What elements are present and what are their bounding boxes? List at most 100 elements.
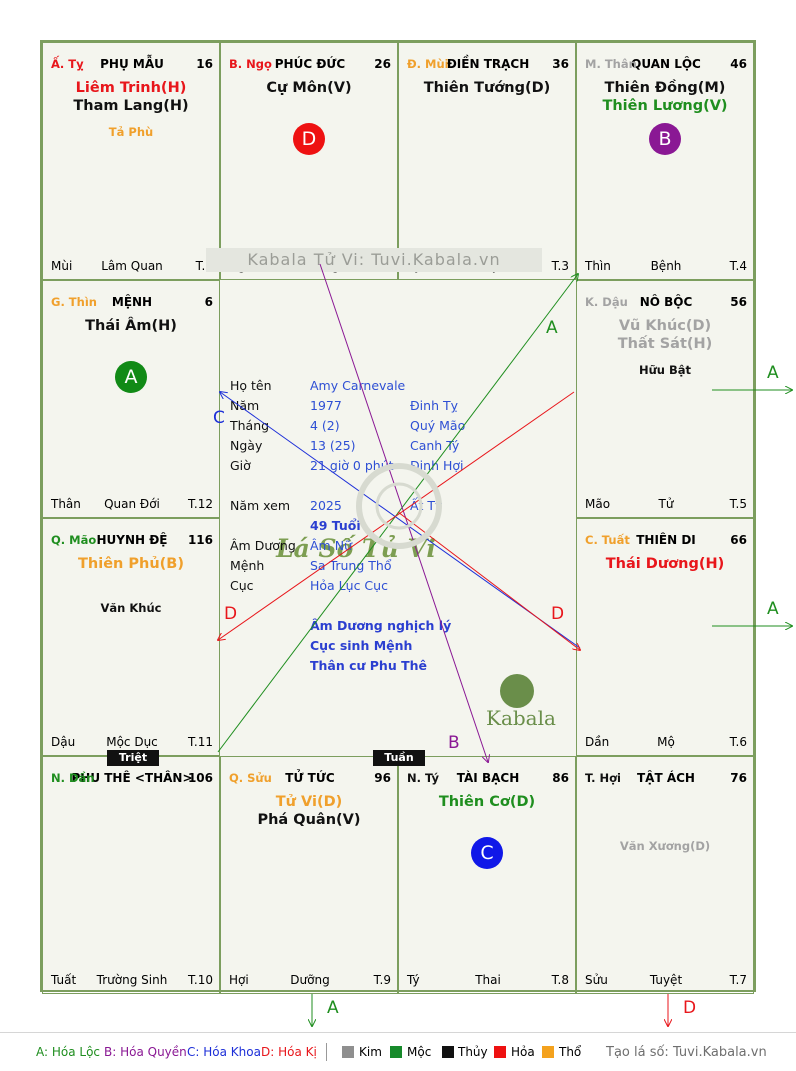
palace-footer: Tý Thai T.8 (407, 973, 569, 987)
footer-stage: Dưỡng (290, 973, 330, 987)
palace-header: TÀI BẠCH N. Tý 86 (407, 771, 569, 787)
main-stars: Thiên Tướng(D) (399, 79, 575, 97)
footer-stage: Quan Đới (104, 497, 160, 511)
value-nam-xem: 2025 (310, 498, 342, 513)
transform-badge: A (115, 361, 147, 393)
footer-branch: Tý (407, 973, 420, 987)
note-2: Cục sinh Mệnh (310, 638, 413, 653)
label-am-duong: Âm Dương (230, 538, 296, 553)
label-menh: Mệnh (230, 558, 265, 573)
palace-can-chi: M. Thân (585, 57, 637, 71)
arrow-b-main (319, 263, 488, 762)
palace-header: HUYNH ĐỆ Q. Mão 116 (51, 533, 213, 549)
palace-cell: QUAN LỘC M. Thân 46 Thiên Đồng(M) Thiên Lươn… (576, 42, 754, 280)
palace-header: QUAN LỘC M. Thân 46 (585, 57, 747, 73)
horoscope-chart: PHỤ MẪU Ấ. Tỵ 16 Liêm Trinh(H) Tham Lang(H) T… (40, 40, 756, 994)
kabala-tree-icon (500, 674, 534, 708)
minor-star: Tả Phù (108, 125, 154, 139)
watermark: Kabala Tử Vi: Tuvi.Kabala.vn (206, 248, 542, 272)
ann-a-4: A (327, 998, 339, 1018)
footer-branch: Dậu (51, 735, 76, 749)
swatch-moc (390, 1046, 402, 1058)
label-thang: Tháng (230, 418, 270, 433)
palace-header: NÔ BỘC K. Dậu 56 (585, 295, 747, 311)
main-stars: Cự Môn(V) (221, 79, 397, 97)
minor-star: Văn Khúc (100, 601, 162, 615)
footer-stage: Tuyệt (649, 973, 683, 987)
palace-can-chi: B. Ngọ (229, 57, 272, 71)
note-3: Thân cư Phu Thê (310, 658, 427, 673)
palace-name: TÀI BẠCH (456, 771, 520, 785)
palace-number: 116 (187, 533, 213, 547)
main-stars: Thái Dương(H) (577, 555, 753, 573)
legend-c: C: Hóa Khoa (187, 1045, 261, 1059)
legend-divider (326, 1043, 327, 1061)
palace-number: 26 (374, 57, 391, 71)
legend-a: A: Hóa Lộc (36, 1045, 101, 1059)
footer-cycle: T.9 (373, 973, 391, 987)
palace-number: 46 (730, 57, 747, 71)
main-star: Thiên Phủ(B) (78, 556, 184, 572)
value-cuc: Hỏa Lục Cục (310, 578, 388, 593)
palace-header: PHU THÊ <THÂN> N. Dần 106 (51, 771, 213, 787)
value-thang: 4 (2) (310, 418, 340, 433)
swatch-tho (542, 1046, 554, 1058)
chart-title: Lá Số Tử Vi (276, 534, 436, 563)
palace-header: PHỤ MẪU Ấ. Tỵ 16 (51, 57, 213, 73)
palace-cell: THIÊN DI C. Tuất 66 Thái Dương(H) Dần Mộ T.6 (576, 518, 754, 756)
palace-name: NÔ BỘC (639, 295, 693, 309)
palace-can-chi: N. Tý (407, 771, 439, 785)
palace-number: 106 (187, 771, 213, 785)
swatch-thuy (442, 1046, 454, 1058)
footer-branch: Sửu (585, 973, 608, 987)
palace-cell: TÀI BẠCH N. Tý 86 Thiên Cơ(D) C Tý Thai T.8 (398, 756, 576, 994)
palace-number: 36 (552, 57, 569, 71)
main-stars: Thiên Đồng(M) Thiên Lương(V) (577, 79, 753, 115)
value-nam-canchi: Đinh Tỵ (410, 398, 459, 413)
palace-can-chi: Ấ. Tỵ (51, 57, 84, 71)
main-stars: Thái Âm(H) (43, 317, 219, 335)
palace-footer: Thân Quan Đới T.12 (51, 497, 213, 511)
palace-number: 6 (204, 295, 213, 309)
footer-cycle: T.5 (729, 497, 747, 511)
footer-branch: Hợi (229, 973, 249, 987)
value-gio-canchi: Đinh Hợi (410, 458, 464, 473)
palace-number: 56 (730, 295, 747, 309)
main-star: Tử Vi(D) (275, 794, 343, 810)
main-star: Liêm Trinh(H) (75, 80, 187, 96)
main-star: Thái Dương(H) (605, 556, 725, 572)
palace-footer: Dần Mộ T.6 (585, 735, 747, 749)
footer-cycle: T.7 (729, 973, 747, 987)
minor-star: Văn Xương(D) (619, 839, 711, 853)
main-stars: Tử Vi(D) Phá Quân(V) (221, 793, 397, 829)
label-ho-ten: Họ tên (230, 378, 272, 393)
palace-number: 76 (730, 771, 747, 785)
palace-can-chi: G. Thìn (51, 295, 97, 309)
legend-bar: A: Hóa Lộc B: Hóa Quyền C: Hóa Khoa D: H… (0, 1032, 796, 1071)
legend-d: D: Hóa Kị (261, 1045, 317, 1059)
value-gio: 21 giờ 0 phút (310, 458, 394, 473)
palace-name: PHU THÊ <THÂN> (71, 771, 193, 785)
palace-can-chi: T. Hợi (585, 771, 621, 785)
arrow-a-main (217, 274, 578, 753)
main-star: Thiên Lương(V) (602, 98, 728, 114)
palace-footer: Thìn Bệnh T.4 (585, 259, 747, 273)
label-ngay: Ngày (230, 438, 263, 453)
legend-moc: Mộc (407, 1045, 432, 1059)
ann-d-1: D (224, 604, 238, 624)
ann-d-3: D (683, 998, 697, 1018)
palace-cell: TẬT ÁCH T. Hợi 76 Văn Xương(D) Sửu Tuyệt T.7 (576, 756, 754, 994)
ann-a-1: A (546, 318, 558, 338)
palace-header: TỬ TỨC Q. Sửu 96 (229, 771, 391, 787)
palace-can-chi: K. Dậu (585, 295, 628, 309)
palace-number: 66 (730, 533, 747, 547)
palace-name: MỆNH (111, 295, 153, 309)
footer-branch: Tuất (51, 973, 77, 987)
main-stars: Liêm Trinh(H) Tham Lang(H) (43, 79, 219, 115)
value-ngay: 13 (25) (310, 438, 356, 453)
value-am-duong: Âm Nữ (310, 538, 352, 553)
palace-can-chi: Q. Sửu (229, 771, 272, 785)
value-ngay-canchi: Canh Tý (410, 438, 460, 453)
ann-c: C (213, 408, 225, 428)
legend-site: Tạo lá số: Tuvi.Kabala.vn (606, 1045, 767, 1060)
